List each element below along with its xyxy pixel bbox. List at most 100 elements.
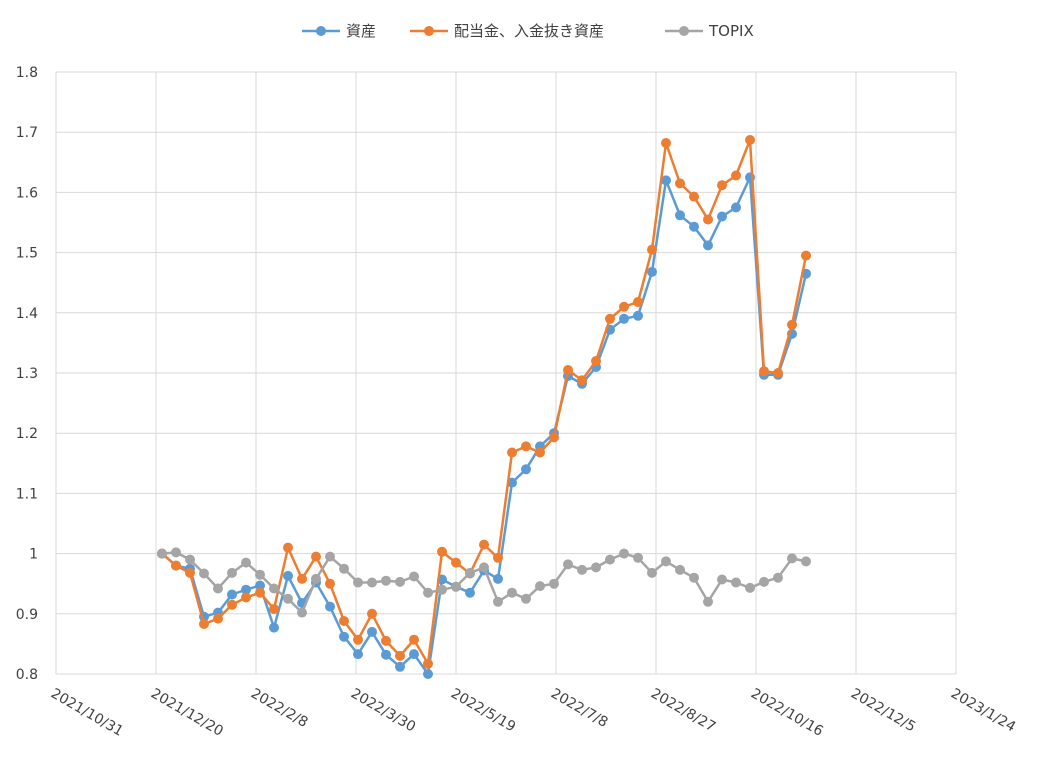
data-point — [787, 553, 797, 564]
data-point — [619, 548, 629, 559]
data-point — [661, 175, 671, 186]
data-point — [521, 464, 531, 475]
data-point — [227, 599, 237, 610]
data-point — [703, 240, 713, 251]
data-point — [367, 626, 377, 637]
data-point — [689, 191, 699, 202]
x-tick-label: 2022/7/8 — [548, 686, 610, 731]
legend-item: TOPIX — [665, 22, 754, 40]
data-point — [409, 634, 419, 645]
x-tick-label: 2021/12/20 — [148, 686, 226, 740]
data-point — [787, 319, 797, 330]
data-point — [199, 568, 209, 579]
data-point — [465, 567, 475, 578]
data-point — [227, 589, 237, 600]
y-tick-label: 1.3 — [16, 366, 38, 382]
data-point — [241, 557, 251, 568]
data-point — [535, 447, 545, 458]
data-point — [773, 368, 783, 378]
y-tick-label: 1.1 — [16, 486, 38, 502]
data-point — [423, 658, 433, 669]
legend-item: 資産 — [302, 22, 376, 40]
series-1 — [157, 135, 811, 669]
data-point — [801, 250, 811, 261]
data-point — [717, 574, 727, 585]
data-point — [619, 313, 629, 324]
data-point — [493, 596, 503, 607]
x-tick-label: 2022/10/16 — [748, 686, 826, 740]
x-tick-label: 2022/3/30 — [348, 686, 418, 736]
data-point — [199, 619, 209, 629]
data-point — [395, 661, 405, 672]
legend-swatch-marker — [424, 26, 434, 36]
data-point — [409, 571, 419, 582]
y-tick-label: 0.9 — [16, 607, 38, 623]
data-point — [605, 313, 615, 324]
data-point — [325, 601, 335, 612]
data-point — [675, 178, 685, 189]
data-point — [353, 577, 363, 588]
data-point — [311, 551, 321, 562]
data-point — [479, 539, 489, 550]
data-point — [255, 569, 265, 580]
data-point — [297, 607, 307, 618]
y-tick-label: 1.8 — [16, 65, 38, 81]
data-point — [605, 554, 615, 565]
data-point — [759, 366, 769, 377]
data-point — [451, 557, 461, 568]
legend-label: 資産 — [346, 22, 376, 40]
data-point — [171, 547, 181, 558]
data-point — [689, 221, 699, 232]
data-point — [801, 556, 811, 567]
data-point — [283, 542, 293, 553]
data-point — [689, 572, 699, 583]
data-point — [507, 587, 517, 598]
data-point — [549, 432, 559, 443]
data-point — [647, 567, 657, 578]
data-point — [591, 356, 601, 366]
data-point — [633, 297, 643, 307]
y-tick-label: 1.5 — [16, 246, 38, 262]
data-point — [731, 577, 741, 588]
data-point — [759, 576, 769, 587]
data-point — [675, 564, 685, 575]
data-point — [731, 202, 741, 213]
data-point — [381, 575, 391, 586]
data-point — [675, 210, 685, 221]
data-point — [577, 375, 587, 386]
data-point — [353, 634, 363, 645]
data-point — [339, 631, 349, 642]
data-point — [255, 580, 265, 591]
data-point — [339, 563, 349, 574]
data-point — [479, 562, 489, 573]
series-layer — [157, 135, 811, 679]
data-point — [339, 616, 349, 626]
data-point — [633, 552, 643, 563]
data-point — [549, 578, 559, 589]
data-point — [283, 570, 293, 581]
data-point — [185, 554, 195, 565]
data-point — [717, 211, 727, 222]
data-point — [773, 572, 783, 583]
data-point — [241, 584, 251, 595]
y-axis-ticks: 0.8 0.9 1 1.1 1.2 1.3 1.4 1.5 1.6 1.7 1.8 — [16, 65, 38, 683]
data-point — [703, 214, 713, 225]
x-tick-label: 2022/2/8 — [248, 686, 310, 731]
legend: 資産 配当金、入金抜き資産 TOPIX — [302, 22, 754, 40]
data-point — [745, 135, 755, 145]
data-point — [423, 587, 433, 598]
data-point — [647, 266, 657, 277]
data-point — [521, 441, 531, 452]
data-point — [451, 581, 461, 592]
x-tick-label: 2023/1/24 — [948, 686, 1018, 736]
x-tick-label: 2022/8/27 — [648, 686, 718, 736]
data-point — [745, 582, 755, 593]
data-point — [437, 546, 447, 557]
y-tick-label: 0.8 — [16, 667, 38, 683]
y-tick-label: 1 — [29, 547, 38, 563]
data-point — [157, 548, 167, 559]
data-point — [283, 593, 293, 604]
data-point — [171, 560, 181, 571]
data-point — [409, 649, 419, 660]
